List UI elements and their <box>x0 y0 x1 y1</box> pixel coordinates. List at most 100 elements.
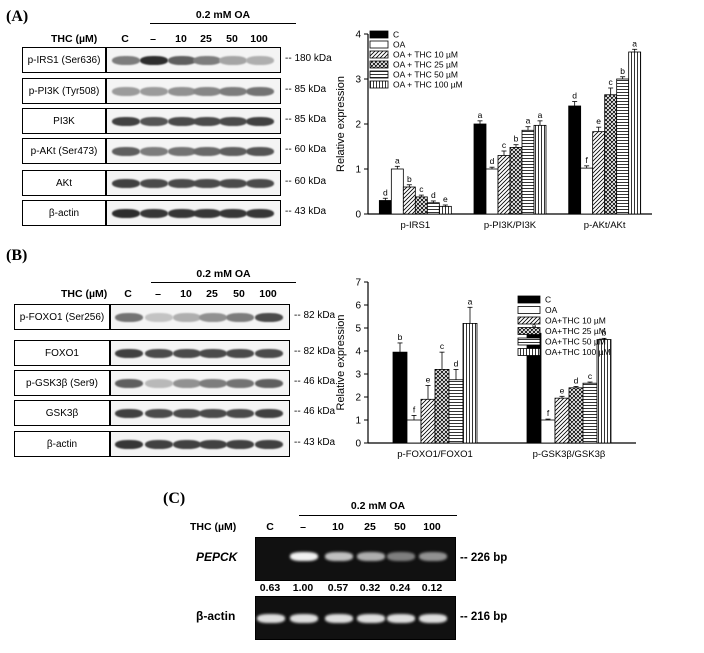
panel-b-blot-label: GSK3β <box>14 400 110 426</box>
y-tick-label: 5 <box>355 324 361 335</box>
panel-c-gel-band <box>419 614 447 623</box>
panel-c-gel-band <box>387 614 415 623</box>
panel-a-blot-image <box>106 138 281 164</box>
y-tick-label: 3 <box>355 370 361 381</box>
panel-c-gel-image <box>255 537 456 581</box>
significance-letter: b <box>602 327 607 337</box>
panel-c-gel-band <box>325 614 353 623</box>
panel-b-band <box>145 349 173 358</box>
y-tick-label: 1 <box>355 165 361 176</box>
bar <box>568 105 582 215</box>
panel-b-lane-label: 25 <box>206 288 218 300</box>
panel-b-kda-label: -- 82 kDa <box>294 346 336 357</box>
panel-b-band <box>199 313 227 322</box>
y-tick-label: 7 <box>355 278 361 289</box>
panel-a-blot-image <box>106 78 281 104</box>
panel-c-oa-line <box>299 515 457 517</box>
legend-label: OA + THC 50 µM <box>393 70 458 80</box>
bar <box>616 78 630 215</box>
panel-a-band <box>219 117 247 126</box>
x-category-label: p-FOXO1/FOXO1 <box>397 449 473 460</box>
y-tick-label: 1 <box>355 416 361 427</box>
significance-letter: f <box>413 404 416 414</box>
panel-b-band <box>255 409 283 418</box>
significance-letter: a <box>468 296 473 306</box>
panel-b-band <box>173 313 201 322</box>
panel-b-band <box>173 349 201 358</box>
y-tick-label: 2 <box>355 120 361 131</box>
bar <box>540 419 556 444</box>
panel-a-band <box>219 147 247 156</box>
panel-a-band <box>193 179 221 188</box>
legend-swatch <box>369 40 389 49</box>
panel-a-band <box>168 87 196 96</box>
panel-c-bp-label: -- 216 bp <box>460 611 508 623</box>
panel-a-lane-label: C <box>121 33 129 45</box>
significance-letter: e <box>596 116 601 126</box>
panel-a-oa-line <box>150 23 296 25</box>
panel-a-band <box>112 117 140 126</box>
panel-b-band <box>115 440 143 449</box>
bar <box>473 123 487 215</box>
panel-c-lane-label: 25 <box>364 521 376 533</box>
panel-a-band <box>219 56 247 65</box>
panel-c-gel-band <box>419 552 447 561</box>
panel-b-kda-label: -- 46 kDa <box>294 406 336 417</box>
significance-letter: f <box>547 408 550 418</box>
bar <box>580 167 594 215</box>
x-category-label: p-AKt/AKt <box>584 220 626 231</box>
significance-letter: e <box>560 385 565 395</box>
significance-letter: c <box>609 77 614 87</box>
significance-letter: c <box>588 371 593 381</box>
bar <box>438 205 452 215</box>
bar <box>402 186 416 215</box>
significance-letter: b <box>514 134 519 144</box>
panel-a-band <box>246 117 274 126</box>
panel-b-band <box>145 440 173 449</box>
panel-c-density-value: 0.24 <box>389 582 411 594</box>
bar <box>509 147 523 215</box>
panel-b-kda-label: -- 82 kDa <box>294 310 336 321</box>
significance-letter: f <box>585 155 588 165</box>
bar <box>392 351 408 444</box>
panel-a-blot-image <box>106 47 281 73</box>
panel-a-band <box>168 117 196 126</box>
panel-a-kda-label: -- 85 kDa <box>285 114 327 125</box>
significance-letter: c <box>502 140 507 150</box>
panel-a-blot-image <box>106 200 281 226</box>
panel-b-band <box>115 349 143 358</box>
significance-letter: b <box>407 174 412 184</box>
bar <box>604 94 618 215</box>
panel-c-lane-label: C <box>266 521 274 533</box>
panel-b-lane-label: 10 <box>180 288 192 300</box>
panel-c-thc-label: THC (µM) <box>190 521 237 533</box>
panel-b-blot-label: p-GSK3β (Ser9) <box>14 370 110 396</box>
panel-b-band <box>145 313 173 322</box>
panel-b-band <box>226 409 254 418</box>
legend-label: C <box>545 295 551 305</box>
panel-b-band <box>199 409 227 418</box>
panel-b-thc-label: THC (µM) <box>61 288 108 300</box>
panel-c-lane-label: 100 <box>423 521 441 533</box>
panel-b-band <box>226 379 254 388</box>
panel-a-label: (A) <box>6 8 29 25</box>
legend-label: OA + THC 25 µM <box>393 60 458 70</box>
panel-a-band <box>168 209 196 218</box>
panel-a-lane-label: 50 <box>226 33 238 45</box>
panel-a-blot-label: p-AKt (Ser473) <box>22 138 106 164</box>
y-tick-label: 6 <box>355 301 361 312</box>
legend-swatch <box>517 348 541 356</box>
panel-a-band <box>112 209 140 218</box>
significance-letter: d <box>454 358 459 368</box>
legend-label: OA <box>393 40 406 50</box>
panel-a-blot-label: PI3K <box>22 108 106 134</box>
significance-letter: d <box>431 190 436 200</box>
y-tick-label: 4 <box>355 347 361 358</box>
legend-label: OA+THC 100 µM <box>545 347 611 357</box>
panel-b-band <box>226 440 254 449</box>
legend-label: OA+THC 25 µM <box>545 326 606 336</box>
panel-a-lane-label: 10 <box>175 33 187 45</box>
panel-b-band <box>226 349 254 358</box>
panel-b-lane-label: – <box>155 288 161 300</box>
